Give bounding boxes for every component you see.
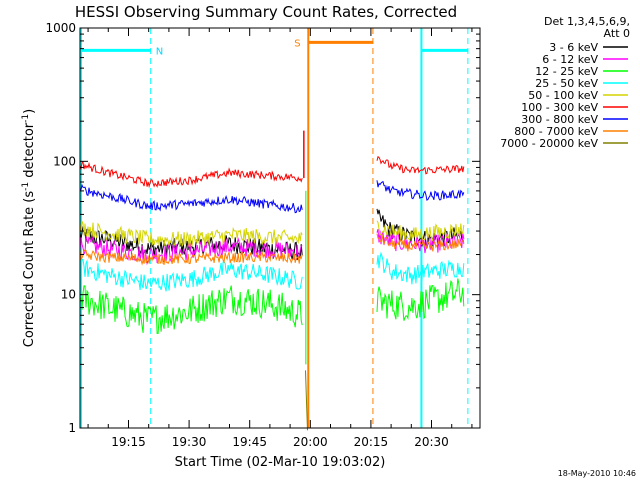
legend-label: 6 - 12 keV: [542, 53, 598, 66]
series-line-3-0: [79, 258, 303, 292]
plot-area: N S 1 10 100 1000 19:15 19:30 19:45 20:00 20:15 20:…: [45, 21, 481, 449]
x-tick-label: 20:30: [414, 435, 449, 449]
series-2: [79, 278, 465, 335]
x-tick-label: 19:30: [172, 435, 207, 449]
y-tick-label: 1000: [45, 21, 76, 35]
legend-label: 300 - 800 keV: [521, 113, 598, 126]
series-line-5-0: [79, 160, 303, 189]
y-tick-label: 100: [53, 154, 76, 168]
x-tick-label: 20:00: [293, 435, 328, 449]
series-line-4-1: [376, 220, 465, 243]
series-8: [305, 370, 308, 431]
series-line-8-0: [305, 370, 308, 431]
legend-label: 12 - 25 keV: [535, 65, 598, 78]
axes-frame: [79, 27, 481, 429]
x-tick-label: 19:15: [111, 435, 146, 449]
legend-title-line-2: Att 0: [604, 27, 630, 40]
legend-label: 7000 - 20000 keV: [500, 137, 598, 150]
series-line-1-0: [79, 235, 303, 266]
series-line-2-1: [376, 278, 465, 321]
legend-label: 50 - 100 keV: [528, 89, 598, 102]
chart-title: HESSI Observing Summary Count Rates, Cor…: [75, 3, 457, 21]
x-axis-label: Start Time (02-Mar-10 19:03:02): [175, 455, 386, 470]
timestamp: 18-May-2010 10:46: [558, 469, 636, 478]
x-tick-label: 19:45: [232, 435, 267, 449]
y-axis-label-mid: detector: [22, 122, 37, 182]
night-flag-label: N: [156, 46, 163, 57]
series-line-7-0: [79, 249, 303, 266]
legend-label: 25 - 50 keV: [535, 77, 598, 90]
y-tick-label: 1: [68, 421, 76, 435]
y-tick-label: 10: [61, 288, 76, 302]
series-line-5-1: [376, 156, 465, 175]
series-3: [79, 251, 465, 292]
y-axis-label: Corrected Count Rate (s-1 detector-1): [21, 109, 37, 347]
series-line-6-1: [376, 180, 465, 201]
series-5: [79, 156, 465, 189]
legend-title-line-1: Det 1,3,4,5,6,9,: [544, 15, 630, 28]
y-axis-label-sup2: -1: [21, 114, 31, 123]
series-line-7-1: [376, 233, 465, 252]
legend-label: 100 - 300 keV: [521, 101, 598, 114]
series-line-2-0: [79, 285, 303, 335]
series-7: [79, 233, 465, 266]
legend-label: 3 - 6 keV: [549, 41, 598, 54]
y-axis-label-end: ): [22, 109, 37, 114]
series-6: [79, 180, 465, 214]
y-axis-label-sup1: -1: [21, 182, 31, 191]
series-line-4-0: [79, 219, 303, 248]
saa-flag-label: S: [294, 38, 300, 49]
series-4: [79, 219, 465, 248]
series-line-3-1: [376, 251, 465, 285]
x-tick-label: 20:15: [354, 435, 389, 449]
series-line-6-0: [79, 183, 303, 214]
y-axis-label-main: Corrected Count Rate (s: [22, 191, 37, 348]
legend-label: 800 - 7000 keV: [514, 125, 598, 138]
